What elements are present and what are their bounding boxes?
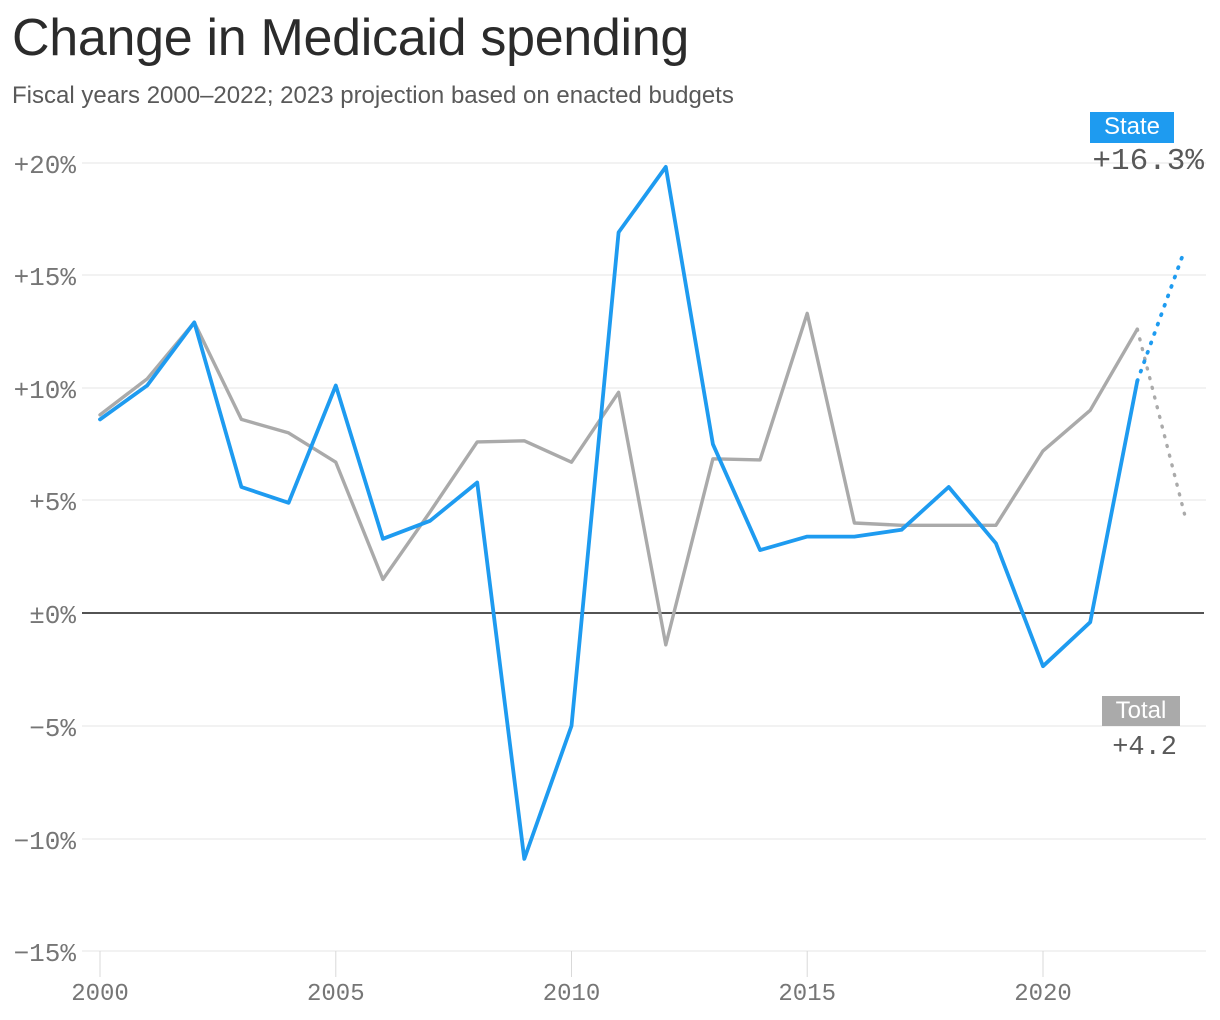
svg-text:+15%: +15% [14, 263, 77, 293]
svg-text:Total: Total [1116, 697, 1167, 724]
svg-text:+16.3%: +16.3% [1092, 144, 1204, 179]
svg-text:2010: 2010 [543, 981, 601, 1008]
svg-text:2000: 2000 [71, 981, 129, 1008]
svg-text:±0%: ±0% [29, 601, 76, 631]
svg-text:+10%: +10% [14, 376, 77, 406]
svg-text:2015: 2015 [778, 981, 836, 1008]
svg-text:+4.2: +4.2 [1112, 733, 1177, 763]
svg-text:−10%: −10% [14, 827, 77, 857]
svg-text:2020: 2020 [1014, 981, 1072, 1008]
svg-text:+5%: +5% [29, 488, 76, 518]
svg-text:State: State [1104, 113, 1160, 140]
svg-text:2005: 2005 [307, 981, 365, 1008]
svg-text:+20%: +20% [14, 151, 77, 181]
svg-text:−15%: −15% [14, 939, 77, 969]
svg-text:−5%: −5% [29, 714, 76, 744]
